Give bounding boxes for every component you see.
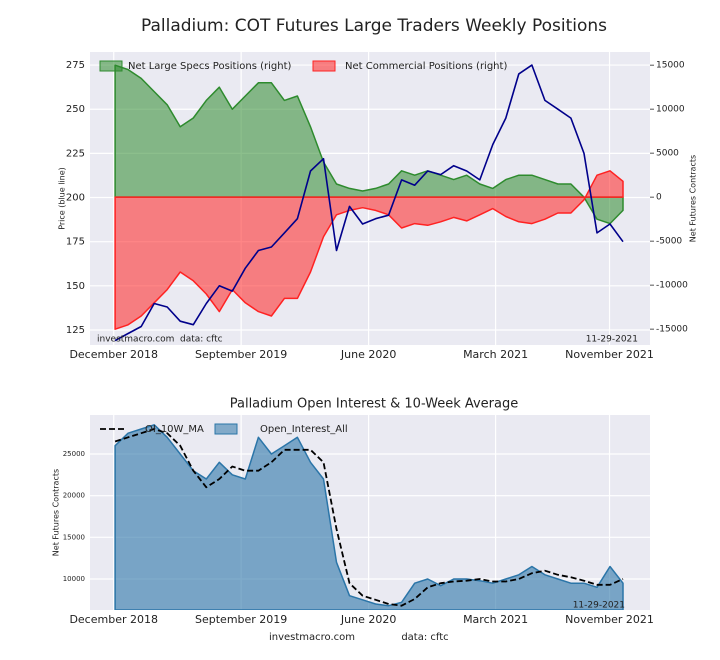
line: [114, 64, 624, 342]
y2-tick-label: 15000: [656, 61, 685, 71]
legend-swatch: [214, 423, 238, 435]
y2-axis-label: Net Futures Contracts: [689, 155, 698, 242]
y-tick-label: 200: [66, 193, 85, 204]
legend-label: Net Large Specs Positions (right): [128, 61, 292, 72]
annotation: investmacro.com: [269, 632, 355, 643]
plot: [114, 424, 624, 610]
y-tick-label: 125: [66, 325, 85, 336]
legend-swatch: [312, 60, 336, 72]
legend-label: Open_Interest_All: [260, 424, 348, 435]
y-tick-label: 150: [66, 281, 85, 292]
y-tick-label: 225: [66, 148, 85, 159]
legend-label: Net Commercial Positions (right): [345, 61, 507, 72]
x-tick-label: September 2019: [195, 613, 287, 626]
annotation: data: cftc: [401, 632, 448, 643]
x-tick-label: December 2018: [69, 613, 158, 626]
y-tick-label: 175: [66, 237, 85, 248]
annotation: 11-29-2021: [573, 601, 625, 611]
legend-swatch: [99, 60, 123, 72]
x-tick-label: November 2021: [565, 613, 654, 626]
x-tick-label: June 2020: [340, 348, 396, 361]
y-tick-label: 275: [66, 60, 85, 71]
plot: [114, 64, 624, 342]
x-tick-label: March 2021: [463, 348, 528, 361]
y-axis-label: Price (blue line): [58, 167, 67, 230]
annotation: data: cftc: [180, 335, 223, 345]
y2-tick-label: 0: [656, 193, 662, 203]
y2-tick-label: -5000: [656, 237, 682, 247]
y-tick-label: 10000: [63, 575, 85, 583]
chart-title: Palladium: COT Futures Large Traders Wee…: [141, 16, 607, 36]
y2-tick-label: 10000: [656, 105, 685, 115]
legend-label: OI_10W_MA: [145, 424, 204, 435]
line: [114, 428, 624, 607]
y2-tick-label: 5000: [656, 149, 679, 159]
chart-title: Palladium Open Interest & 10-Week Averag…: [230, 397, 519, 412]
area: [114, 424, 624, 610]
annotation: 11-29-2021: [586, 335, 638, 345]
x-tick-label: March 2021: [463, 613, 528, 626]
x-tick-label: December 2018: [69, 348, 158, 361]
y-tick-label: 15000: [63, 533, 85, 541]
y2-tick-label: -15000: [656, 325, 688, 335]
x-tick-label: November 2021: [565, 348, 654, 361]
x-tick-label: June 2020: [340, 613, 396, 626]
y-tick-label: 250: [66, 104, 85, 115]
area: [114, 64, 624, 225]
y-tick-label: 20000: [63, 492, 85, 500]
annotation: investmacro.com: [97, 335, 174, 345]
y-axis-label: Net Futures Contracts: [52, 469, 61, 556]
x-tick-label: September 2019: [195, 348, 287, 361]
y2-tick-label: -10000: [656, 281, 688, 291]
y-tick-label: 25000: [63, 450, 85, 458]
